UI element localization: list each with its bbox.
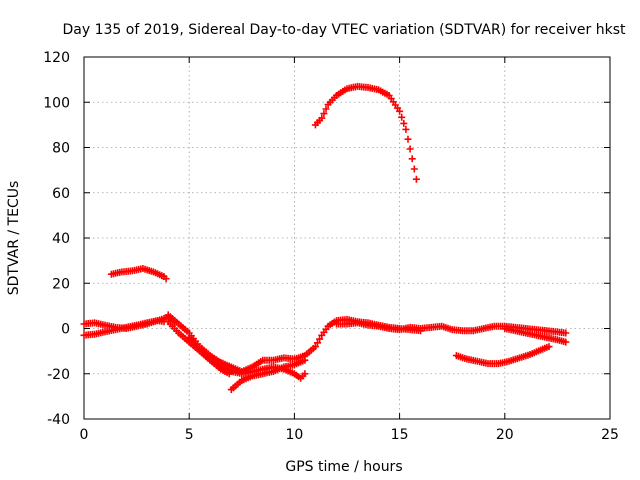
data-marks: [80, 82, 570, 394]
x-tick-label: 15: [391, 427, 409, 443]
series-arc-b: [80, 317, 168, 339]
plus-markers: [311, 82, 420, 183]
series-arc-j: [501, 325, 570, 346]
y-tick-label: 120: [43, 50, 70, 66]
plot-frame: [83, 56, 611, 420]
y-tick-label: 80: [52, 141, 70, 157]
x-tick-label: 5: [185, 427, 194, 443]
series-arc-k: [452, 343, 553, 368]
series-arc-f: [185, 334, 233, 378]
x-tick-label: 25: [601, 427, 619, 443]
chart-title: Day 135 of 2019, Sidereal Day-to-day VTE…: [63, 22, 626, 38]
axis-ticks: [83, 56, 611, 420]
y-axis-label: SDTVAR / TECUs: [6, 181, 22, 296]
y-tick-label: 40: [52, 231, 70, 247]
y-tick-label: -20: [47, 367, 70, 383]
x-axis-label: GPS time / hours: [285, 459, 402, 475]
plus-markers: [107, 265, 170, 283]
grid: [84, 57, 610, 419]
plus-markers: [501, 325, 570, 346]
y-tick-label: 60: [52, 186, 70, 202]
x-tick-labels: 0 5 10 15 20 25: [80, 427, 619, 443]
plus-markers: [227, 356, 309, 394]
series-arc-h: [311, 82, 420, 183]
x-tick-label: 20: [496, 427, 514, 443]
series-arc-g: [227, 356, 309, 394]
plus-markers: [185, 334, 233, 378]
y-tick-label: -40: [47, 412, 70, 428]
x-tick-label: 10: [285, 427, 303, 443]
series-arc-c: [107, 265, 170, 283]
y-tick-labels: 120 100 80 60 40 20 0 -20 -40: [43, 50, 70, 428]
plus-markers: [452, 343, 553, 368]
x-tick-label: 0: [80, 427, 89, 443]
plus-markers: [80, 317, 168, 339]
y-tick-label: 20: [52, 276, 70, 292]
y-tick-label: 0: [61, 322, 70, 338]
y-tick-label: 100: [43, 95, 70, 111]
